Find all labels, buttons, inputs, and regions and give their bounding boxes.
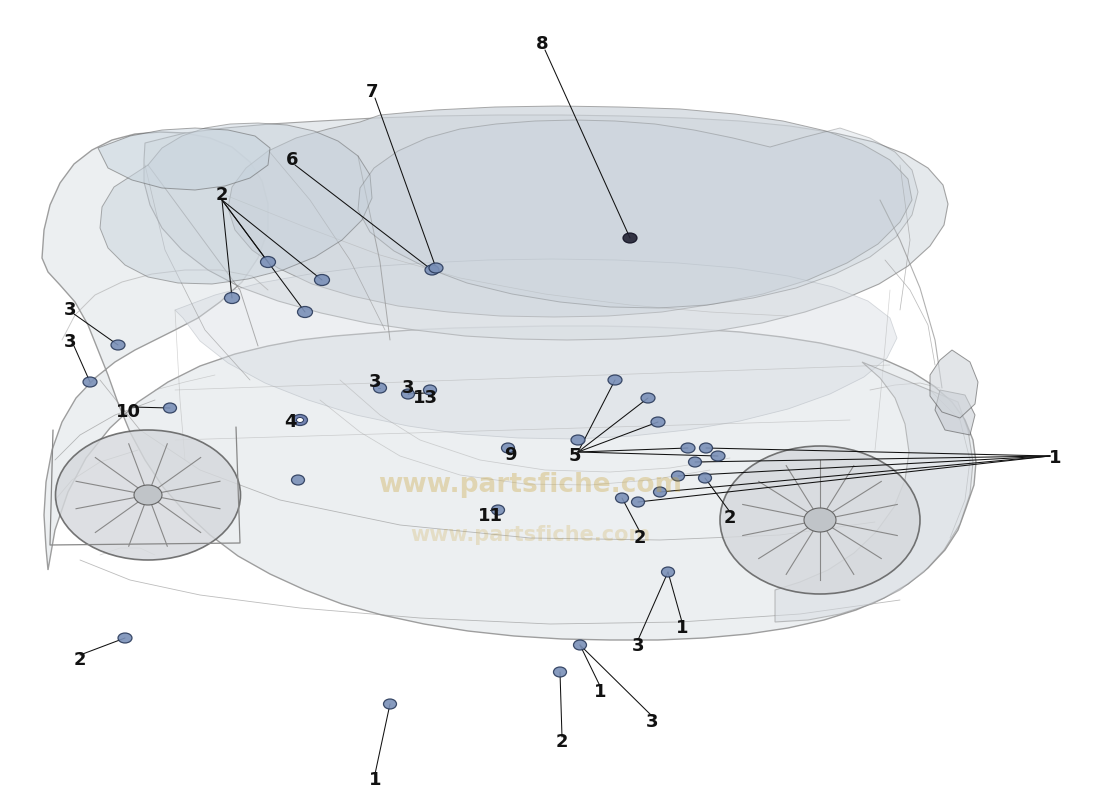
Polygon shape [42, 132, 976, 640]
Ellipse shape [720, 446, 920, 594]
Ellipse shape [651, 417, 666, 427]
Text: 10: 10 [116, 403, 141, 421]
Text: 13: 13 [412, 389, 438, 407]
Text: 3: 3 [64, 301, 76, 319]
Polygon shape [144, 115, 948, 340]
Text: 3: 3 [631, 637, 645, 655]
Ellipse shape [134, 485, 162, 505]
Ellipse shape [164, 403, 176, 413]
Ellipse shape [698, 473, 712, 483]
Ellipse shape [429, 263, 443, 273]
Polygon shape [175, 259, 896, 439]
Ellipse shape [111, 340, 125, 350]
Ellipse shape [374, 383, 386, 393]
Text: 8: 8 [536, 35, 548, 53]
Text: 2: 2 [724, 509, 736, 527]
Text: 9: 9 [504, 446, 516, 464]
Ellipse shape [573, 640, 586, 650]
Polygon shape [100, 123, 372, 284]
Text: 6: 6 [286, 151, 298, 169]
Ellipse shape [616, 493, 628, 503]
Ellipse shape [492, 505, 505, 515]
Text: 1: 1 [594, 683, 606, 701]
Polygon shape [776, 362, 974, 622]
Text: 4: 4 [284, 413, 296, 431]
Text: 3: 3 [646, 713, 658, 731]
Ellipse shape [425, 265, 439, 275]
Text: www.partsfiche.com: www.partsfiche.com [378, 472, 682, 498]
Ellipse shape [623, 233, 637, 243]
Ellipse shape [55, 430, 241, 560]
Text: 1: 1 [1048, 449, 1062, 467]
Text: 5: 5 [569, 447, 581, 465]
Text: 3: 3 [64, 333, 76, 351]
Ellipse shape [297, 418, 304, 422]
Ellipse shape [553, 667, 566, 677]
Text: 2: 2 [556, 733, 569, 751]
Polygon shape [935, 390, 975, 435]
Text: www.partsfiche.com: www.partsfiche.com [410, 525, 650, 545]
Polygon shape [358, 120, 918, 308]
Ellipse shape [424, 385, 437, 395]
Polygon shape [930, 350, 978, 418]
Polygon shape [228, 106, 912, 317]
Ellipse shape [118, 633, 132, 643]
Ellipse shape [681, 443, 695, 453]
Ellipse shape [700, 443, 713, 453]
Text: 2: 2 [74, 651, 86, 669]
Polygon shape [98, 128, 270, 190]
Ellipse shape [297, 306, 312, 318]
Text: 3: 3 [402, 379, 415, 397]
Ellipse shape [293, 414, 308, 426]
Text: 2: 2 [216, 186, 229, 204]
Ellipse shape [671, 471, 684, 481]
Ellipse shape [711, 451, 725, 461]
Ellipse shape [402, 389, 415, 399]
Ellipse shape [82, 377, 97, 387]
Ellipse shape [653, 487, 667, 497]
Ellipse shape [661, 567, 674, 577]
Ellipse shape [804, 508, 836, 532]
Ellipse shape [631, 497, 645, 507]
Ellipse shape [608, 375, 622, 385]
Text: 1: 1 [368, 771, 382, 789]
Text: 3: 3 [368, 373, 382, 391]
Ellipse shape [384, 699, 396, 709]
Text: 7: 7 [365, 83, 378, 101]
Ellipse shape [315, 274, 330, 286]
Text: 11: 11 [477, 507, 503, 525]
Ellipse shape [571, 435, 585, 445]
Ellipse shape [292, 475, 305, 485]
Ellipse shape [261, 257, 275, 267]
Ellipse shape [502, 443, 515, 453]
Text: 2: 2 [634, 529, 647, 547]
Ellipse shape [689, 457, 702, 467]
Ellipse shape [224, 293, 240, 303]
Text: 1: 1 [675, 619, 689, 637]
Ellipse shape [641, 393, 654, 403]
